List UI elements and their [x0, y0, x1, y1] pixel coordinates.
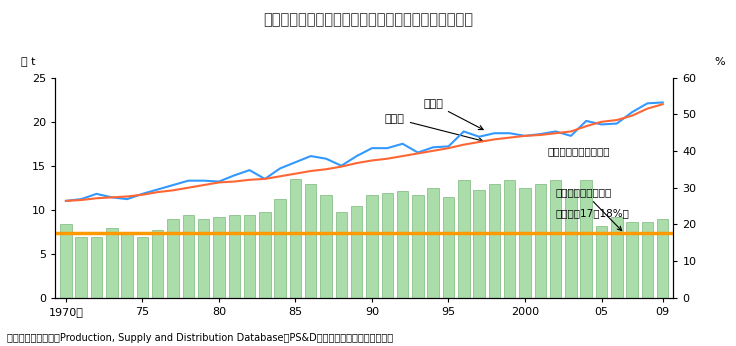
Bar [305, 184, 316, 298]
Bar [259, 211, 271, 298]
Bar [137, 237, 148, 298]
Bar [520, 188, 531, 298]
Bar [397, 191, 408, 298]
Bar [106, 228, 118, 298]
Bar [198, 219, 209, 298]
Bar [320, 195, 332, 298]
Bar [213, 217, 224, 298]
Text: 億 t: 億 t [21, 57, 36, 67]
Bar [458, 180, 470, 298]
Text: %: % [715, 57, 725, 67]
Bar [381, 193, 393, 298]
Text: 資料：米国農務省「Production, Supply and Distribution Database（PS&D）」を基に農林水産省で作成: 資料：米国農務省「Production, Supply and Distribu… [7, 333, 394, 343]
Text: 期末在庫率（右目盛）: 期末在庫率（右目盛） [548, 146, 610, 156]
Bar [275, 199, 286, 298]
Bar [121, 232, 133, 298]
Text: 需要量: 需要量 [385, 113, 483, 142]
Bar [489, 184, 500, 298]
Bar [76, 237, 87, 298]
Bar [367, 195, 378, 298]
Bar [228, 215, 240, 298]
Bar [336, 211, 347, 298]
Text: 図１－２　穀物の生産量、需要量、期末在庫率の推移: 図１－２ 穀物の生産量、需要量、期末在庫率の推移 [263, 12, 473, 27]
Bar [504, 180, 515, 298]
Bar [351, 206, 362, 298]
Bar [581, 180, 592, 298]
Bar [60, 224, 71, 298]
Bar [412, 195, 424, 298]
Text: 安全在庫水準の下限: 安全在庫水準の下限 [556, 187, 622, 230]
Bar [183, 215, 194, 298]
Bar [657, 219, 668, 298]
Bar [642, 222, 653, 298]
Bar [428, 188, 439, 298]
Bar [611, 217, 623, 298]
Bar [167, 219, 179, 298]
Text: （全穀物17～18%）: （全穀物17～18%） [556, 208, 629, 218]
Bar [443, 197, 454, 298]
Text: 生産量: 生産量 [423, 99, 483, 130]
Bar [550, 180, 562, 298]
Bar [565, 190, 576, 298]
Bar [473, 190, 485, 298]
Bar [626, 222, 638, 298]
Bar [91, 237, 102, 298]
Bar [152, 230, 163, 298]
Bar [595, 226, 607, 298]
Bar [534, 184, 546, 298]
Bar [290, 179, 301, 298]
Bar [244, 215, 255, 298]
